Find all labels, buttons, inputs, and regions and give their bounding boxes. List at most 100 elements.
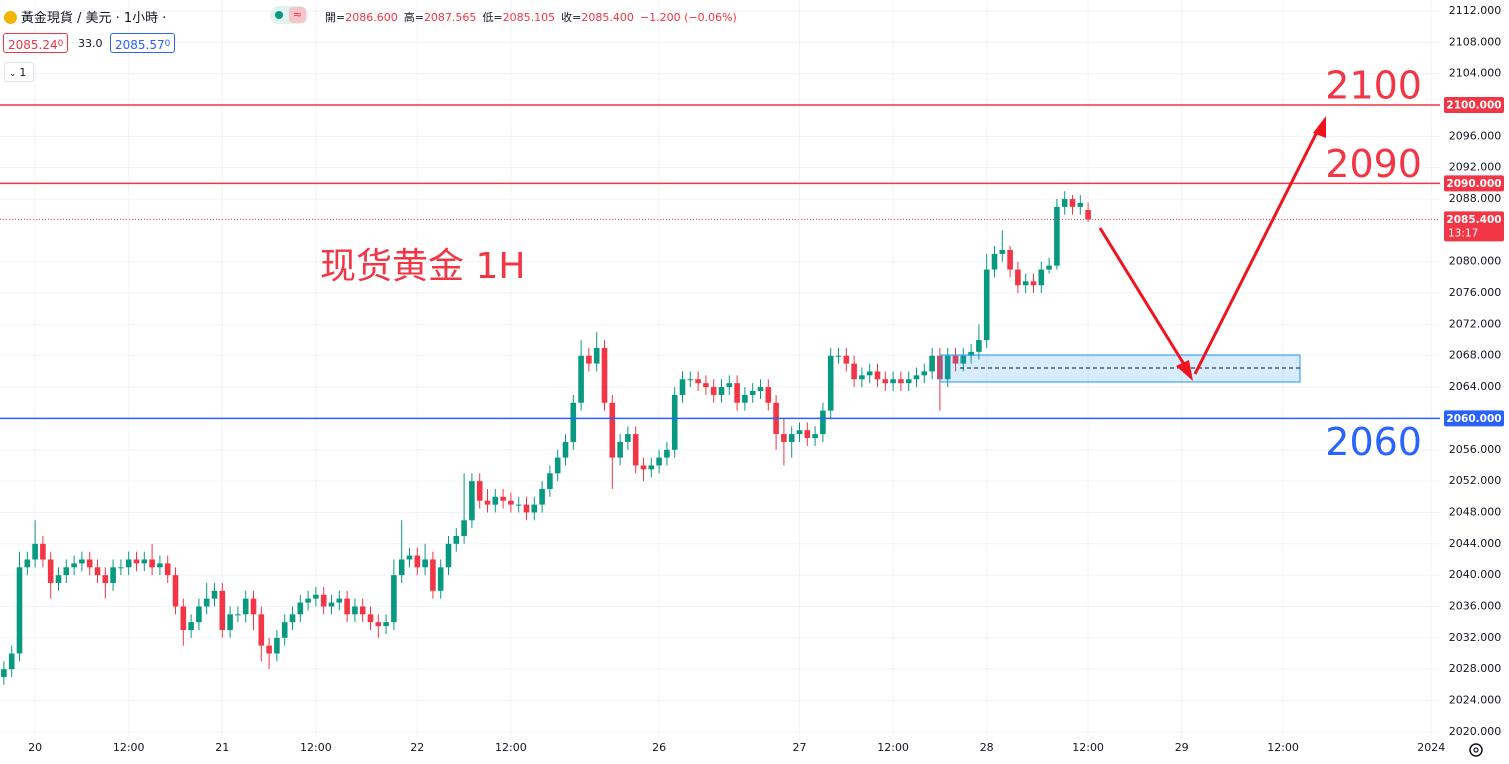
- candle-body: [1046, 265, 1052, 270]
- candle-body: [508, 500, 514, 505]
- arrow-head: [1176, 360, 1193, 381]
- candle-body: [297, 602, 304, 615]
- y-tick-label: 2092.000: [1449, 161, 1502, 174]
- bid-button[interactable]: 2085.240: [3, 33, 69, 53]
- candle-body: [671, 394, 678, 450]
- x-tick-label: 27: [793, 741, 807, 754]
- candle-body: [859, 375, 865, 380]
- y-tick-label: 2068.000: [1449, 349, 1502, 362]
- bid-price-small: 0: [57, 39, 64, 49]
- zone: [939, 354, 1301, 383]
- level-badge: [1444, 175, 1504, 192]
- y-tick-label: 2056.000: [1449, 443, 1502, 456]
- candle-body: [703, 383, 709, 388]
- candle-body: [196, 606, 202, 623]
- candle-body: [359, 606, 366, 615]
- candle-body: [133, 559, 140, 564]
- quote-item: 高=2087.565: [404, 11, 477, 24]
- candle-body: [617, 441, 623, 458]
- candle-body: [757, 387, 764, 392]
- candle-body: [835, 355, 842, 357]
- ask-price-small: 0: [164, 39, 171, 49]
- y-tick-label: 2112.000: [1449, 4, 1502, 17]
- candle-body: [593, 347, 600, 364]
- level-badge: [1444, 410, 1504, 427]
- candle-body: [1085, 210, 1091, 220]
- candle-body: [734, 383, 740, 403]
- bid-price: 2085.24: [8, 38, 58, 52]
- candle-body: [118, 567, 124, 569]
- x-tick-label: 12:00: [1072, 741, 1104, 754]
- candle-body: [149, 559, 155, 568]
- candle-body: [320, 594, 327, 607]
- candle-body: [679, 379, 686, 395]
- candle-body: [242, 598, 249, 615]
- x-tick-label: 12:00: [113, 741, 145, 754]
- candle-body: [305, 598, 311, 603]
- symbol-name[interactable]: 黃金現貨 / 美元 · 1小時 ·: [20, 11, 167, 26]
- candle-body: [266, 645, 272, 654]
- candle-body: [313, 594, 319, 599]
- candle-body: [726, 383, 733, 388]
- bar-timer: 13:17: [1448, 227, 1478, 239]
- candle-body: [718, 387, 725, 395]
- candle-body: [1054, 206, 1060, 266]
- candle-body: [921, 371, 928, 376]
- candle-body: [820, 410, 826, 435]
- candle-body: [648, 465, 655, 470]
- arrow-head: [1313, 116, 1326, 138]
- candle-body: [86, 559, 93, 568]
- candle-body: [1, 669, 7, 678]
- x-tick-label: 28: [980, 741, 994, 754]
- candle-body: [289, 614, 296, 623]
- candle-body: [102, 575, 109, 583]
- candle-body: [874, 371, 881, 380]
- symbol-icon: [4, 11, 17, 24]
- candle-body: [983, 269, 990, 341]
- candle-body: [1061, 199, 1068, 207]
- candle-body: [952, 355, 959, 364]
- quote-label: 收=: [561, 11, 582, 24]
- quote-label: 高=: [403, 11, 424, 24]
- candle-body: [664, 449, 670, 458]
- spread: 33.0: [78, 37, 103, 50]
- ask-button[interactable]: 2085.570: [110, 33, 176, 53]
- status-dot: [275, 11, 283, 19]
- interval-toggle[interactable]: ⌄ 1: [4, 62, 34, 82]
- candle-body: [539, 488, 545, 505]
- candle-body: [586, 355, 592, 364]
- candle-body: [695, 379, 701, 384]
- candle-body: [437, 567, 444, 591]
- candle-body: [219, 590, 226, 630]
- candle-body: [944, 355, 951, 380]
- candle-body: [898, 379, 904, 384]
- candle-body: [281, 622, 288, 638]
- arrow-up: [1193, 125, 1322, 375]
- candle-body: [960, 355, 967, 364]
- quote-item: 收=2085.400: [561, 11, 634, 24]
- candle-body: [336, 598, 343, 603]
- candle-body: [476, 481, 483, 501]
- candle-body: [765, 387, 772, 403]
- x-tick-label: 12:00: [877, 741, 909, 754]
- last-price-badge: [1444, 211, 1504, 242]
- x-tick-label: 20: [28, 741, 42, 754]
- candle-body: [492, 496, 499, 505]
- candle-body: [328, 602, 335, 607]
- quote-label: 低=: [482, 11, 503, 24]
- candle-body: [710, 387, 717, 395]
- candle-body: [804, 430, 811, 439]
- candle-body: [375, 622, 382, 627]
- candle-body: [882, 379, 889, 384]
- settings-icon[interactable]: [1469, 743, 1483, 757]
- y-tick-label: 2032.000: [1449, 631, 1502, 644]
- candle-body: [632, 434, 639, 466]
- candle-body: [55, 575, 62, 583]
- candle-body: [976, 340, 982, 352]
- candle-body: [47, 559, 54, 583]
- x-tick-label: 12:00: [300, 741, 332, 754]
- candle-body: [398, 559, 405, 576]
- candle-body: [344, 598, 350, 615]
- market-status[interactable]: ≈: [270, 6, 308, 24]
- quote-value: 2085.400: [581, 11, 634, 24]
